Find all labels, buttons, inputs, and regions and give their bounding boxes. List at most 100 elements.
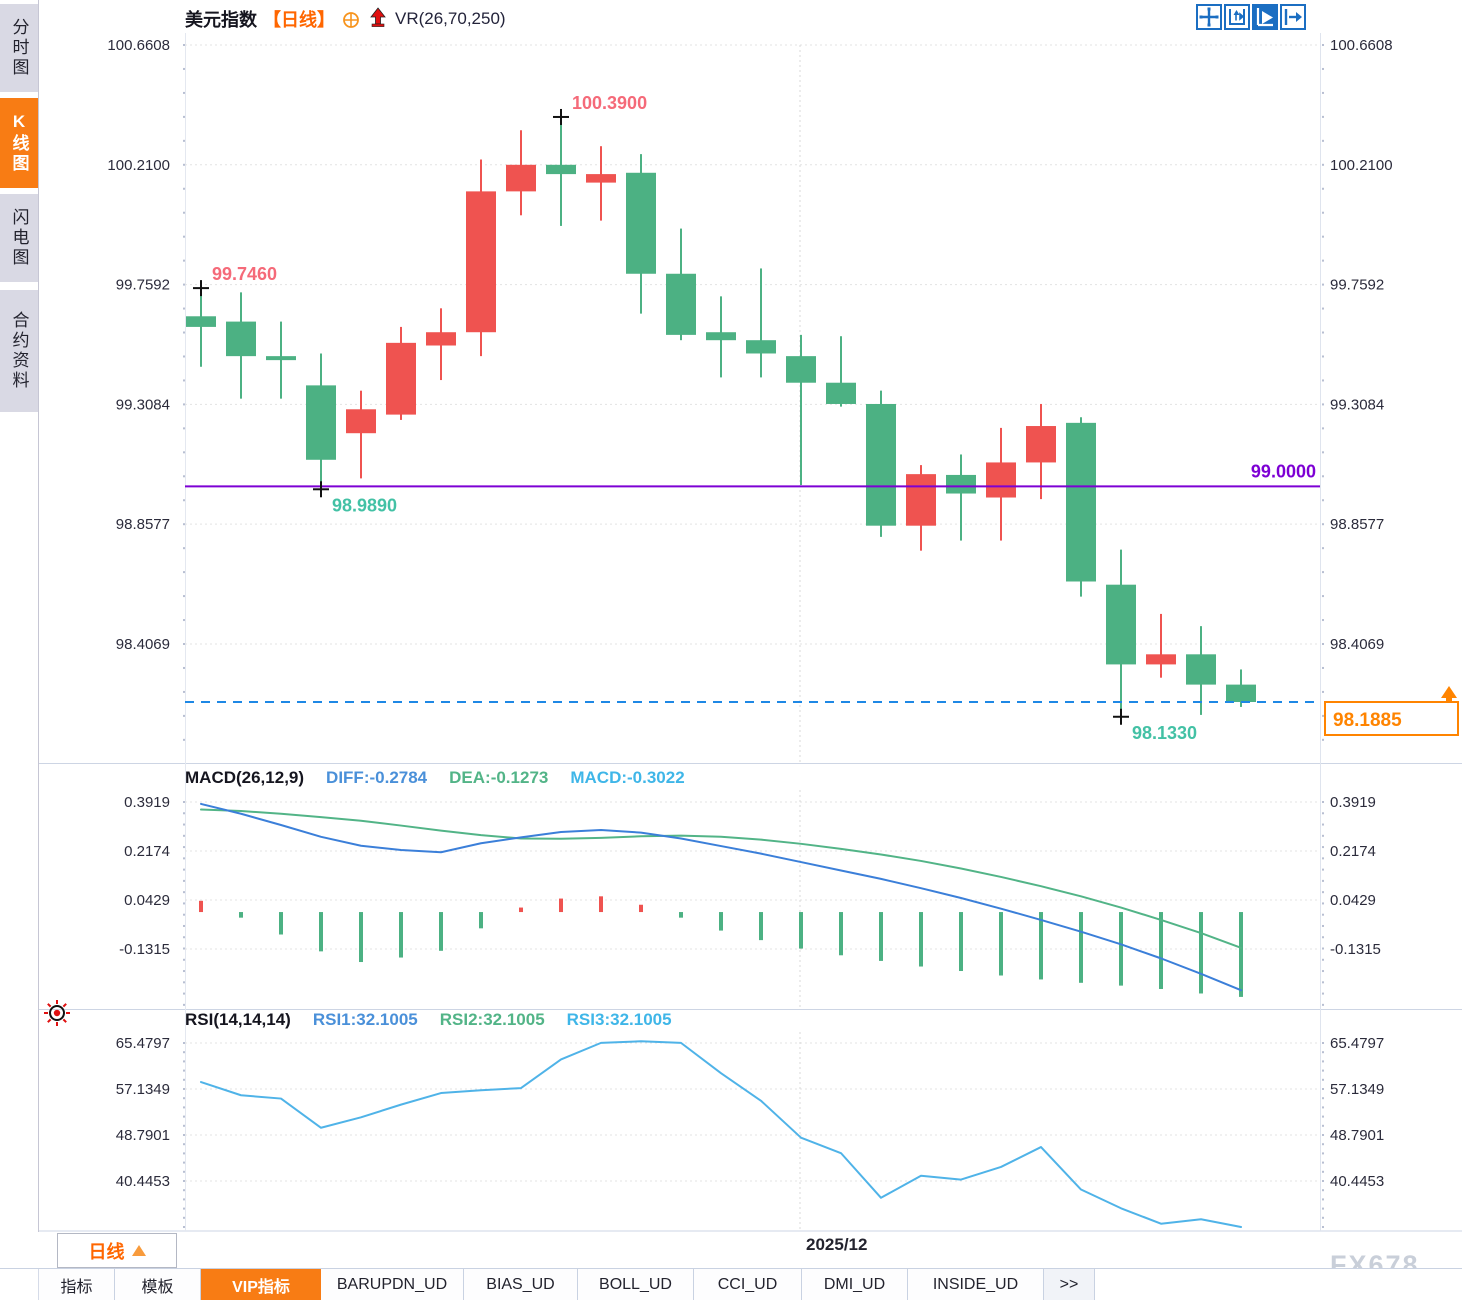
axis-tick	[1322, 619, 1324, 622]
bottom-tab-6[interactable]: BOLL_UD	[578, 1269, 694, 1300]
rsi1-value: RSI1:32.1005	[312, 1010, 418, 1029]
triangle-up-icon	[131, 1245, 146, 1256]
axis-tick	[1322, 451, 1324, 454]
axis-tick	[183, 1226, 185, 1228]
axis-label-right: 99.3084	[1330, 396, 1384, 413]
axis-fit-icon[interactable]	[1224, 4, 1250, 30]
macd-hist-bar	[399, 912, 403, 958]
axis-label-left: 100.6608	[107, 37, 170, 54]
axis-label-left: -0.1315	[119, 941, 170, 958]
axis-tick	[1322, 44, 1324, 46]
axis-label-right: 48.7901	[1330, 1127, 1384, 1144]
rsi-header: RSI(14,14,14) RSI1:32.1005 RSI2:32.1005 …	[185, 1010, 672, 1030]
axis-tick	[1322, 91, 1324, 94]
candle-body	[986, 462, 1016, 498]
axis-tick	[183, 666, 185, 669]
candle-body	[586, 174, 616, 183]
candle-body	[546, 164, 576, 175]
hline-label: 99.0000	[1251, 461, 1316, 481]
bottom-tab-2[interactable]: 模板	[115, 1269, 201, 1300]
bottom-tab-7[interactable]: CCI_UD	[694, 1269, 802, 1300]
macd-hist-bar	[879, 912, 883, 961]
macd-hist-bar	[799, 912, 803, 949]
axis-tick	[183, 91, 185, 94]
sidebar-tab-2[interactable]: K线图	[0, 98, 38, 188]
axis-tick	[1322, 936, 1324, 939]
sidebar-tab-3[interactable]: 闪电图	[0, 194, 38, 282]
bottom-tab-8[interactable]: DMI_UD	[802, 1269, 908, 1300]
axis-tick	[1322, 139, 1324, 142]
axis-tick	[1322, 666, 1324, 669]
bottom-tab-5[interactable]: BIAS_UD	[464, 1269, 578, 1300]
axis-tick	[183, 1115, 185, 1118]
candle-body	[666, 273, 696, 335]
axis-tick	[1322, 1003, 1324, 1006]
bottom-tab-3[interactable]: VIP指标	[201, 1269, 321, 1300]
axis-tick	[1322, 913, 1324, 916]
candle-body	[946, 474, 976, 494]
macd-hist-bar	[359, 912, 363, 963]
axis-tick	[1322, 1060, 1324, 1063]
bottom-tab-4[interactable]: BARUPDN_UD	[321, 1269, 464, 1300]
period-selector[interactable]: 日线	[57, 1233, 177, 1268]
axis-tick	[1322, 812, 1324, 815]
current-price-value: 98.1885	[1333, 710, 1402, 731]
candle-body	[786, 356, 816, 383]
axis-tick	[183, 834, 185, 837]
candle-body	[1186, 654, 1216, 685]
axis-tick	[183, 499, 185, 502]
candle-body	[866, 403, 896, 526]
macd-hist-bar	[1039, 912, 1043, 980]
axis-tick	[183, 379, 185, 382]
left-sidebar: 分时图 K线图闪电图合约资料	[0, 0, 39, 1232]
target-circle-icon[interactable]	[341, 9, 361, 29]
axis-label-right: -0.1315	[1330, 941, 1381, 958]
macd-hist-bar	[559, 898, 563, 913]
candle-body	[1146, 654, 1176, 665]
axis-tick	[1322, 115, 1324, 118]
axis-label-right: 100.2100	[1330, 157, 1393, 174]
axis-tick	[183, 846, 185, 849]
current-price-arrow-icon	[1441, 686, 1457, 701]
axis-tick	[183, 1097, 185, 1100]
axis-tick	[1322, 958, 1324, 961]
axis-tick	[183, 403, 185, 406]
axis-tick	[1322, 235, 1324, 238]
axis-tick	[183, 187, 185, 190]
period-badge: 【日线】	[263, 10, 335, 30]
axis-tick	[183, 924, 185, 927]
axis-tick	[183, 259, 185, 262]
pan-cross-icon[interactable]	[1196, 4, 1222, 30]
vr-indicator-label: VR(26,70,250)	[395, 9, 506, 28]
chart-canvas[interactable]: 100.6608 100.6608 100.2100 100.2100 99.7592 9…	[0, 0, 1462, 1232]
axis-tick	[183, 879, 185, 882]
axis-label-left: 99.7592	[116, 277, 170, 294]
axis-tick	[1322, 379, 1324, 382]
bottom-tab-10[interactable]: >>	[1044, 1269, 1095, 1300]
axis-tick	[183, 571, 185, 574]
macd-hist-bar	[1159, 912, 1163, 989]
axis-label-left: 98.8577	[116, 516, 170, 533]
rsi-title: RSI(14,14,14)	[185, 1010, 291, 1029]
sun-marker-icon	[44, 1000, 70, 1026]
axis-tick	[183, 1124, 185, 1127]
bottom-tab-9[interactable]: INSIDE_UD	[908, 1269, 1044, 1300]
sidebar-tab-1[interactable]: 分时图	[0, 4, 38, 92]
axis-tick	[183, 1003, 185, 1006]
candle-body	[346, 409, 376, 434]
bottom-tab-1[interactable]: 指标	[39, 1269, 115, 1300]
axis-tick	[1322, 1143, 1324, 1146]
candle-body	[626, 172, 656, 274]
x-axis-date-label: 2025/12	[806, 1235, 868, 1254]
axis-tick	[1322, 427, 1324, 430]
sidebar-tab-4[interactable]: 合约资料	[0, 290, 38, 412]
play-axis-icon[interactable]	[1252, 4, 1278, 30]
axis-tick	[1322, 690, 1324, 693]
axis-tick	[183, 958, 185, 961]
jump-latest-icon[interactable]	[1280, 4, 1306, 30]
macd-dea-value: DEA:-0.1273	[449, 768, 549, 787]
candle-body	[386, 342, 416, 415]
current-price-box	[1324, 701, 1459, 736]
axis-tick	[1322, 970, 1324, 973]
